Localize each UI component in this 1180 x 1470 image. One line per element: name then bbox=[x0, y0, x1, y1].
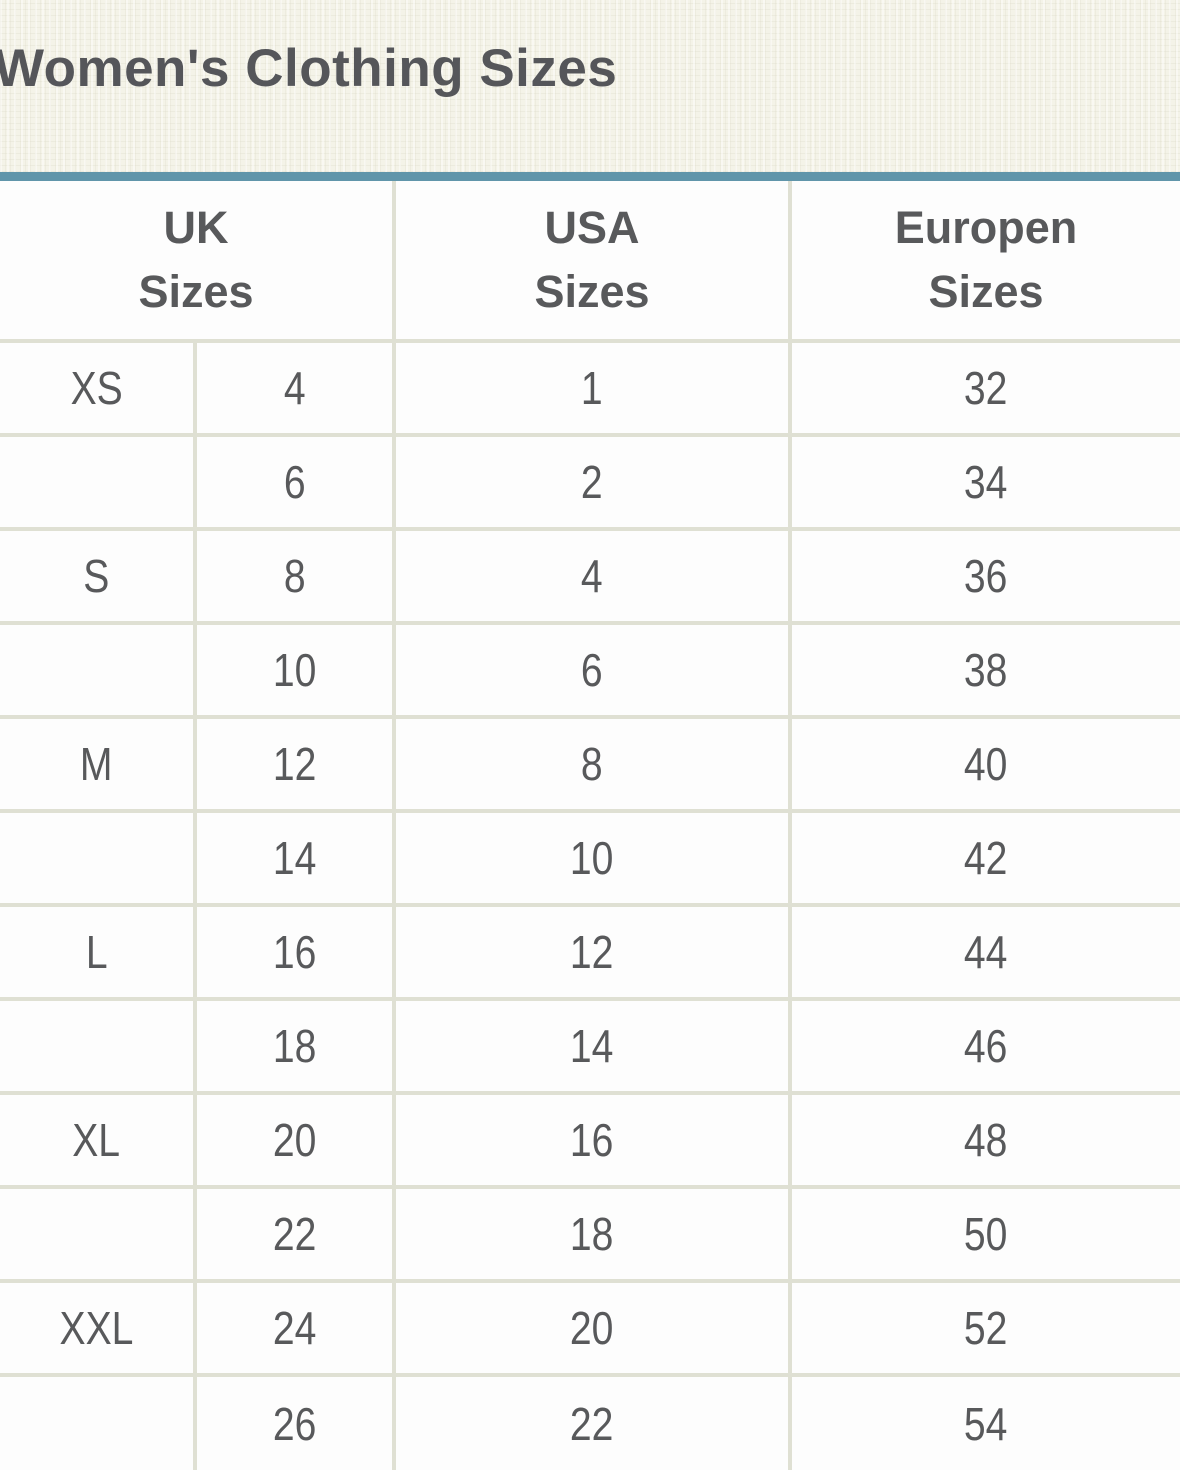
usa-size-cell: 10 bbox=[396, 813, 788, 903]
usa-size: 10 bbox=[570, 832, 614, 884]
uk-size-cell: 8 bbox=[197, 531, 392, 621]
uk-size-cell: 26 bbox=[197, 1377, 392, 1470]
eu-size-cell: 36 bbox=[792, 531, 1180, 621]
usa-size-cell: 4 bbox=[396, 531, 788, 621]
column-header-uk-sizes: UK Sizes bbox=[0, 181, 392, 339]
usa-size: 20 bbox=[570, 1302, 614, 1354]
uk-size: 18 bbox=[272, 1020, 317, 1072]
size-letter-cell: S bbox=[0, 531, 193, 621]
eu-size-cell: 54 bbox=[792, 1377, 1180, 1470]
eu-size: 48 bbox=[964, 1114, 1008, 1166]
usa-size-cell: 18 bbox=[396, 1189, 788, 1279]
eu-size: 40 bbox=[964, 738, 1008, 790]
usa-size: 16 bbox=[570, 1114, 614, 1166]
size-letter-cell: XXL bbox=[0, 1283, 193, 1373]
usa-size: 1 bbox=[581, 362, 603, 414]
usa-size: 22 bbox=[570, 1397, 614, 1450]
usa-size: 4 bbox=[581, 550, 603, 602]
usa-size-cell: 20 bbox=[396, 1283, 788, 1373]
uk-size-cell: 14 bbox=[197, 813, 392, 903]
size-letter-cell bbox=[0, 437, 193, 527]
size-letter-cell: XS bbox=[0, 343, 193, 433]
usa-size-cell: 22 bbox=[396, 1377, 788, 1470]
uk-size-cell: 4 bbox=[197, 343, 392, 433]
eu-size: 54 bbox=[964, 1397, 1008, 1450]
size-letter-cell bbox=[0, 813, 193, 903]
size-letter: XL bbox=[72, 1114, 121, 1166]
size-letter-cell: XL bbox=[0, 1095, 193, 1185]
eu-size-cell: 52 bbox=[792, 1283, 1180, 1373]
eu-size-cell: 38 bbox=[792, 625, 1180, 715]
eu-size-cell: 48 bbox=[792, 1095, 1180, 1185]
usa-size-cell: 16 bbox=[396, 1095, 788, 1185]
usa-size: 14 bbox=[570, 1020, 614, 1072]
uk-size-cell: 12 bbox=[197, 719, 392, 809]
uk-size: 10 bbox=[272, 644, 317, 696]
eu-size: 36 bbox=[964, 550, 1008, 602]
size-letter-cell bbox=[0, 1189, 193, 1279]
page-title: Women's Clothing Sizes bbox=[0, 39, 618, 98]
size-letter: L bbox=[85, 926, 108, 978]
uk-size-cell: 18 bbox=[197, 1001, 392, 1091]
uk-size: 6 bbox=[283, 456, 306, 508]
uk-size: 22 bbox=[272, 1208, 317, 1260]
usa-size-cell: 12 bbox=[396, 907, 788, 997]
uk-size-cell: 10 bbox=[197, 625, 392, 715]
accent-divider bbox=[0, 172, 1180, 181]
eu-size: 50 bbox=[964, 1208, 1008, 1260]
uk-size: 12 bbox=[272, 738, 317, 790]
eu-size-cell: 40 bbox=[792, 719, 1180, 809]
eu-size-cell: 44 bbox=[792, 907, 1180, 997]
eu-size-cell: 32 bbox=[792, 343, 1180, 433]
uk-size-cell: 20 bbox=[197, 1095, 392, 1185]
usa-size-cell: 6 bbox=[396, 625, 788, 715]
usa-size: 2 bbox=[581, 456, 603, 508]
size-letter-cell: M bbox=[0, 719, 193, 809]
eu-size-cell: 50 bbox=[792, 1189, 1180, 1279]
eu-size-cell: 42 bbox=[792, 813, 1180, 903]
usa-size-cell: 14 bbox=[396, 1001, 788, 1091]
eu-size: 52 bbox=[964, 1302, 1008, 1354]
size-letter: M bbox=[80, 738, 113, 790]
uk-size: 20 bbox=[272, 1114, 317, 1166]
uk-size: 16 bbox=[272, 926, 317, 978]
size-letter: XS bbox=[70, 362, 123, 414]
uk-size-cell: 16 bbox=[197, 907, 392, 997]
eu-size: 42 bbox=[964, 832, 1008, 884]
size-letter-cell bbox=[0, 625, 193, 715]
eu-size: 46 bbox=[964, 1020, 1008, 1072]
size-conversion-table: UK Sizes USA Sizes Europen Sizes XS 4 1 … bbox=[0, 181, 1180, 1470]
uk-size-cell: 22 bbox=[197, 1189, 392, 1279]
eu-size: 32 bbox=[964, 362, 1008, 414]
size-letter: S bbox=[83, 550, 110, 602]
eu-size: 34 bbox=[964, 456, 1008, 508]
size-letter-cell bbox=[0, 1377, 193, 1470]
usa-size-cell: 8 bbox=[396, 719, 788, 809]
page-header: Women's Clothing Sizes bbox=[0, 0, 1180, 172]
eu-size-cell: 34 bbox=[792, 437, 1180, 527]
uk-size: 4 bbox=[283, 362, 306, 414]
uk-size: 8 bbox=[283, 550, 306, 602]
usa-size: 12 bbox=[570, 926, 614, 978]
uk-size: 26 bbox=[272, 1397, 317, 1450]
size-letter: XXL bbox=[59, 1302, 134, 1354]
size-letter-cell: L bbox=[0, 907, 193, 997]
column-header-usa-sizes: USA Sizes bbox=[396, 181, 788, 339]
eu-size: 44 bbox=[964, 926, 1008, 978]
uk-size-cell: 6 bbox=[197, 437, 392, 527]
usa-size-cell: 2 bbox=[396, 437, 788, 527]
size-letter-cell bbox=[0, 1001, 193, 1091]
eu-size-cell: 46 bbox=[792, 1001, 1180, 1091]
usa-size: 8 bbox=[581, 738, 603, 790]
column-header-european-sizes: Europen Sizes bbox=[792, 181, 1180, 339]
usa-size: 18 bbox=[570, 1208, 614, 1260]
uk-size: 24 bbox=[272, 1302, 317, 1354]
uk-size-cell: 24 bbox=[197, 1283, 392, 1373]
usa-size: 6 bbox=[581, 644, 603, 696]
usa-size-cell: 1 bbox=[396, 343, 788, 433]
uk-size: 14 bbox=[272, 832, 317, 884]
eu-size: 38 bbox=[964, 644, 1008, 696]
